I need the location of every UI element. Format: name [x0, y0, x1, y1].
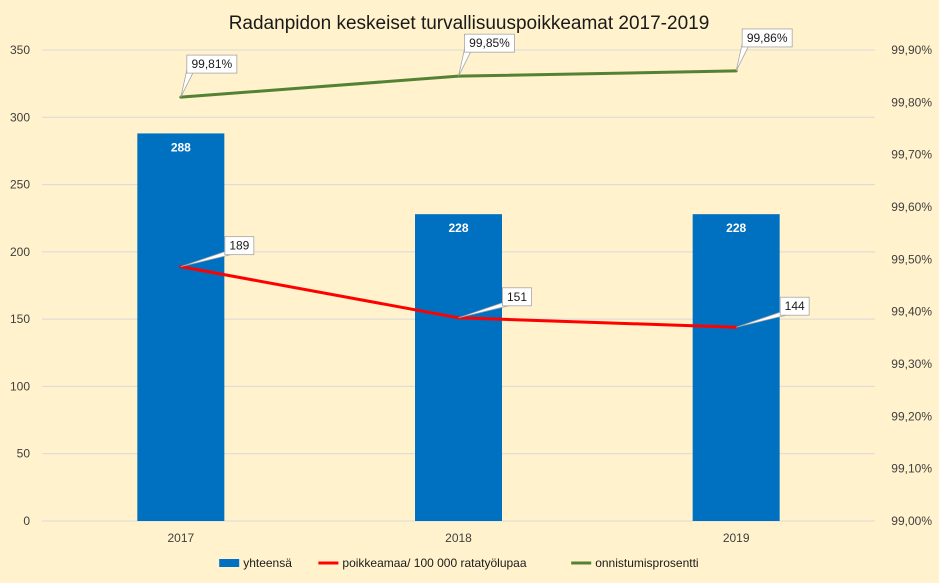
callout-pointer: [735, 43, 749, 72]
callout-pointer: [458, 48, 472, 77]
y-tick-label-left: 0: [23, 514, 30, 528]
line-value-label: 99,81%: [180, 54, 238, 98]
y-tick-label-right: 99,30%: [891, 357, 932, 371]
callout-box: [464, 33, 515, 53]
line-value-label: 99,86%: [735, 28, 793, 72]
callout-box: [502, 287, 532, 307]
callout-text: 189: [229, 239, 249, 253]
y-tick-label-left: 100: [10, 379, 30, 393]
y-tick-label-right: 99,70%: [891, 148, 932, 162]
y-tick-label-right: 99,40%: [891, 305, 932, 319]
legend-label: yhteensä: [243, 556, 292, 570]
callout-text: 151: [507, 290, 527, 304]
legend-item: poikkeamaa/ 100 000 ratatyölupaa: [318, 556, 527, 570]
y-tick-label-right: 99,90%: [891, 43, 932, 57]
callout-text: 99,85%: [469, 36, 510, 50]
axes: 0 50 100 150 200 250 300 350 99,00% 99,10% 99,20% 9…: [10, 43, 932, 545]
x-tick-label: 2017: [167, 531, 194, 545]
y-tick-label-left: 200: [10, 245, 30, 259]
y-tick-label-left: 350: [10, 43, 30, 57]
y-tick-label-right: 99,80%: [891, 95, 932, 109]
callout-pointer: [180, 69, 194, 98]
y-tick-label-left: 300: [10, 110, 30, 124]
data-labels: 288 228 228 189 151 144 99,81% 99,85% 99,86%: [171, 28, 810, 328]
x-tick-label: 2019: [723, 531, 750, 545]
x-tick-label: 2018: [445, 531, 472, 545]
callout-text: 99,86%: [747, 31, 788, 45]
y-tick-label-right: 99,20%: [891, 409, 932, 423]
y-tick-label-left: 50: [17, 447, 31, 461]
callout-box: [224, 236, 255, 256]
line-value-label: 189: [180, 236, 255, 268]
line-value-label: 151: [458, 287, 532, 319]
callout-text: 144: [785, 299, 805, 313]
bar: [692, 214, 780, 522]
bars: [137, 133, 780, 522]
legend-item: onnistumisprosentti: [571, 556, 699, 570]
bar: [137, 133, 225, 522]
legend-item: yhteensä: [219, 556, 292, 570]
chart-title: Radanpidon keskeiset turvallisuuspoikkea…: [229, 13, 710, 34]
callout-box: [186, 54, 238, 74]
callout-box: [779, 296, 810, 316]
bar-value-label: 228: [448, 221, 468, 235]
line-value-label: 144: [736, 296, 810, 328]
y-tick-label-right: 99,10%: [891, 462, 932, 476]
y-tick-label-right: 99,50%: [891, 252, 932, 266]
legend-label: poikkeamaa/ 100 000 ratatyölupaa: [342, 556, 526, 570]
y-tick-label-left: 150: [10, 312, 30, 326]
bar-value-label: 228: [726, 221, 746, 235]
bar-value-label: 288: [171, 140, 191, 154]
y-tick-label-right: 99,60%: [891, 200, 932, 214]
line-value-label: 99,85%: [458, 33, 515, 77]
legend-swatch: [219, 559, 240, 567]
callout-box: [741, 28, 793, 48]
legend-label: onnistumisprosentti: [595, 556, 698, 570]
y-tick-label-right: 99,00%: [891, 514, 932, 528]
bar: [415, 214, 502, 522]
y-tick-label-left: 250: [10, 178, 30, 192]
legend: yhteensä poikkeamaa/ 100 000 ratatyölupaa…: [219, 556, 699, 570]
callout-text: 99,81%: [191, 57, 232, 71]
